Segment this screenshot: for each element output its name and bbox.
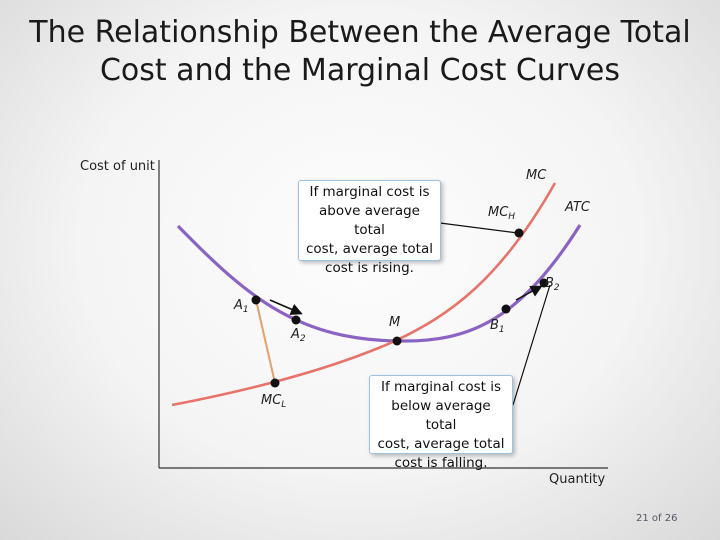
falling-callout-connector — [512, 284, 551, 406]
point-b2-label: B2 — [545, 276, 560, 293]
point-mcl-label: MCL — [261, 393, 287, 410]
point-b1 — [501, 304, 511, 314]
mc-below-atc-callout: If marginal cost is below average total … — [369, 375, 513, 471]
rising-callout-connector — [439, 222, 519, 234]
point-m — [392, 336, 402, 346]
page-number: 21 of 26 — [636, 513, 677, 524]
callout-rising-line-1: If marginal cost is — [309, 184, 430, 200]
point-a1 — [251, 295, 261, 305]
page-total: 26 — [664, 513, 678, 524]
title-line-2: Cost and the Marginal Cost Curves — [99, 53, 621, 88]
slide-title: The Relationship Between the Average Tot… — [0, 14, 720, 90]
callout-falling-line-2: below average total — [391, 398, 491, 433]
point-m-label: M — [389, 315, 401, 330]
callout-falling-line-4: cost is falling. — [394, 455, 488, 471]
point-mch — [514, 228, 524, 238]
point-a2 — [291, 315, 301, 325]
title-line-1: The Relationship Between the Average Tot… — [29, 15, 691, 50]
point-mcl — [270, 378, 280, 388]
atc-curve-label: ATC — [565, 200, 590, 215]
callout-rising-line-3: cost, average total — [305, 241, 434, 257]
page-of: of — [651, 513, 662, 524]
mc-above-atc-callout: If marginal cost is above average total … — [298, 180, 441, 276]
callout-rising-line-4: cost is rising. — [325, 260, 414, 276]
callout-falling-line-1: If marginal cost is — [380, 379, 502, 395]
page-current: 21 — [636, 513, 649, 524]
rising-direction-arrow — [515, 285, 543, 301]
falling-direction-arrow — [269, 299, 303, 315]
callout-rising-line-2: above average total — [319, 203, 420, 238]
point-a1-label: A1 — [234, 298, 249, 315]
mc-curve-label: MC — [526, 168, 547, 183]
point-b2 — [539, 278, 549, 288]
point-mch-label: MCH — [488, 205, 516, 222]
point-a2-label: A2 — [291, 327, 306, 344]
x-axis-label: Quantity — [549, 472, 606, 487]
point-b1-label: B1 — [490, 318, 505, 335]
y-axis-label: Cost of unit — [80, 159, 155, 174]
a1-mcl-line — [255, 299, 276, 384]
callout-falling-line-3: cost, average total — [377, 436, 505, 452]
